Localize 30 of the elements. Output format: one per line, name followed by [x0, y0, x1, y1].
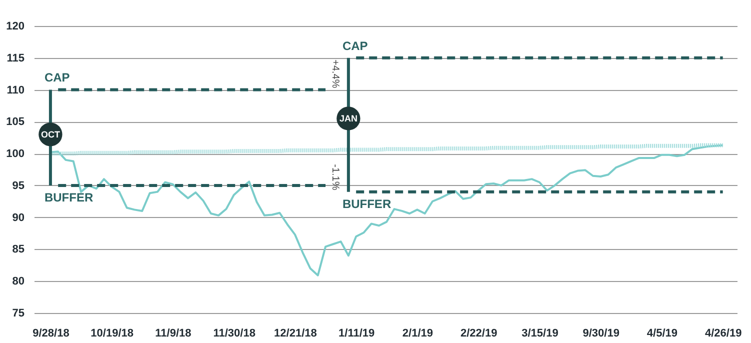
y-tick-label: 75 — [12, 308, 24, 320]
y-tick-label: 110 — [6, 84, 24, 96]
x-tick-label: 12/21/18 — [274, 328, 317, 340]
x-tick-label: 4/26/19 — [704, 328, 742, 340]
x-tick-label: 3/15/19 — [522, 328, 558, 340]
x-tick-label: 1/11/19 — [338, 328, 375, 340]
annotation: -1.1% — [329, 164, 340, 190]
annotation: CAP — [44, 70, 70, 85]
y-tick-label: 120 — [6, 20, 24, 32]
y-tick-label: 105 — [6, 116, 24, 128]
annotation: OCT — [40, 129, 60, 140]
y-tick-label: 95 — [12, 180, 24, 192]
x-tick-label: 2/22/19 — [460, 328, 498, 340]
annotation: BUFFER — [342, 196, 392, 211]
x-tick-label: 10/19/18 — [90, 328, 134, 340]
x-tick-label: 11/9/18 — [155, 328, 192, 340]
annotation: BUFFER — [44, 190, 94, 205]
x-tick-label: 9/30/19 — [582, 328, 620, 340]
annotation: CAP — [342, 38, 368, 53]
x-tick-label: 11/30/18 — [213, 328, 256, 340]
y-tick-label: 80 — [12, 276, 24, 288]
y-tick-label: 115 — [6, 52, 24, 64]
y-tick-label: 90 — [12, 212, 24, 224]
x-tick-label: 4/5/19 — [646, 328, 678, 340]
y-tick-label: 100 — [6, 148, 24, 160]
annotation: JAN — [339, 113, 358, 124]
x-tick-label: 2/1/19 — [402, 328, 434, 340]
annotation: +4.4% — [329, 60, 340, 88]
x-tick-label: 9/28/18 — [32, 328, 70, 340]
y-tick-label: 85 — [12, 244, 24, 256]
